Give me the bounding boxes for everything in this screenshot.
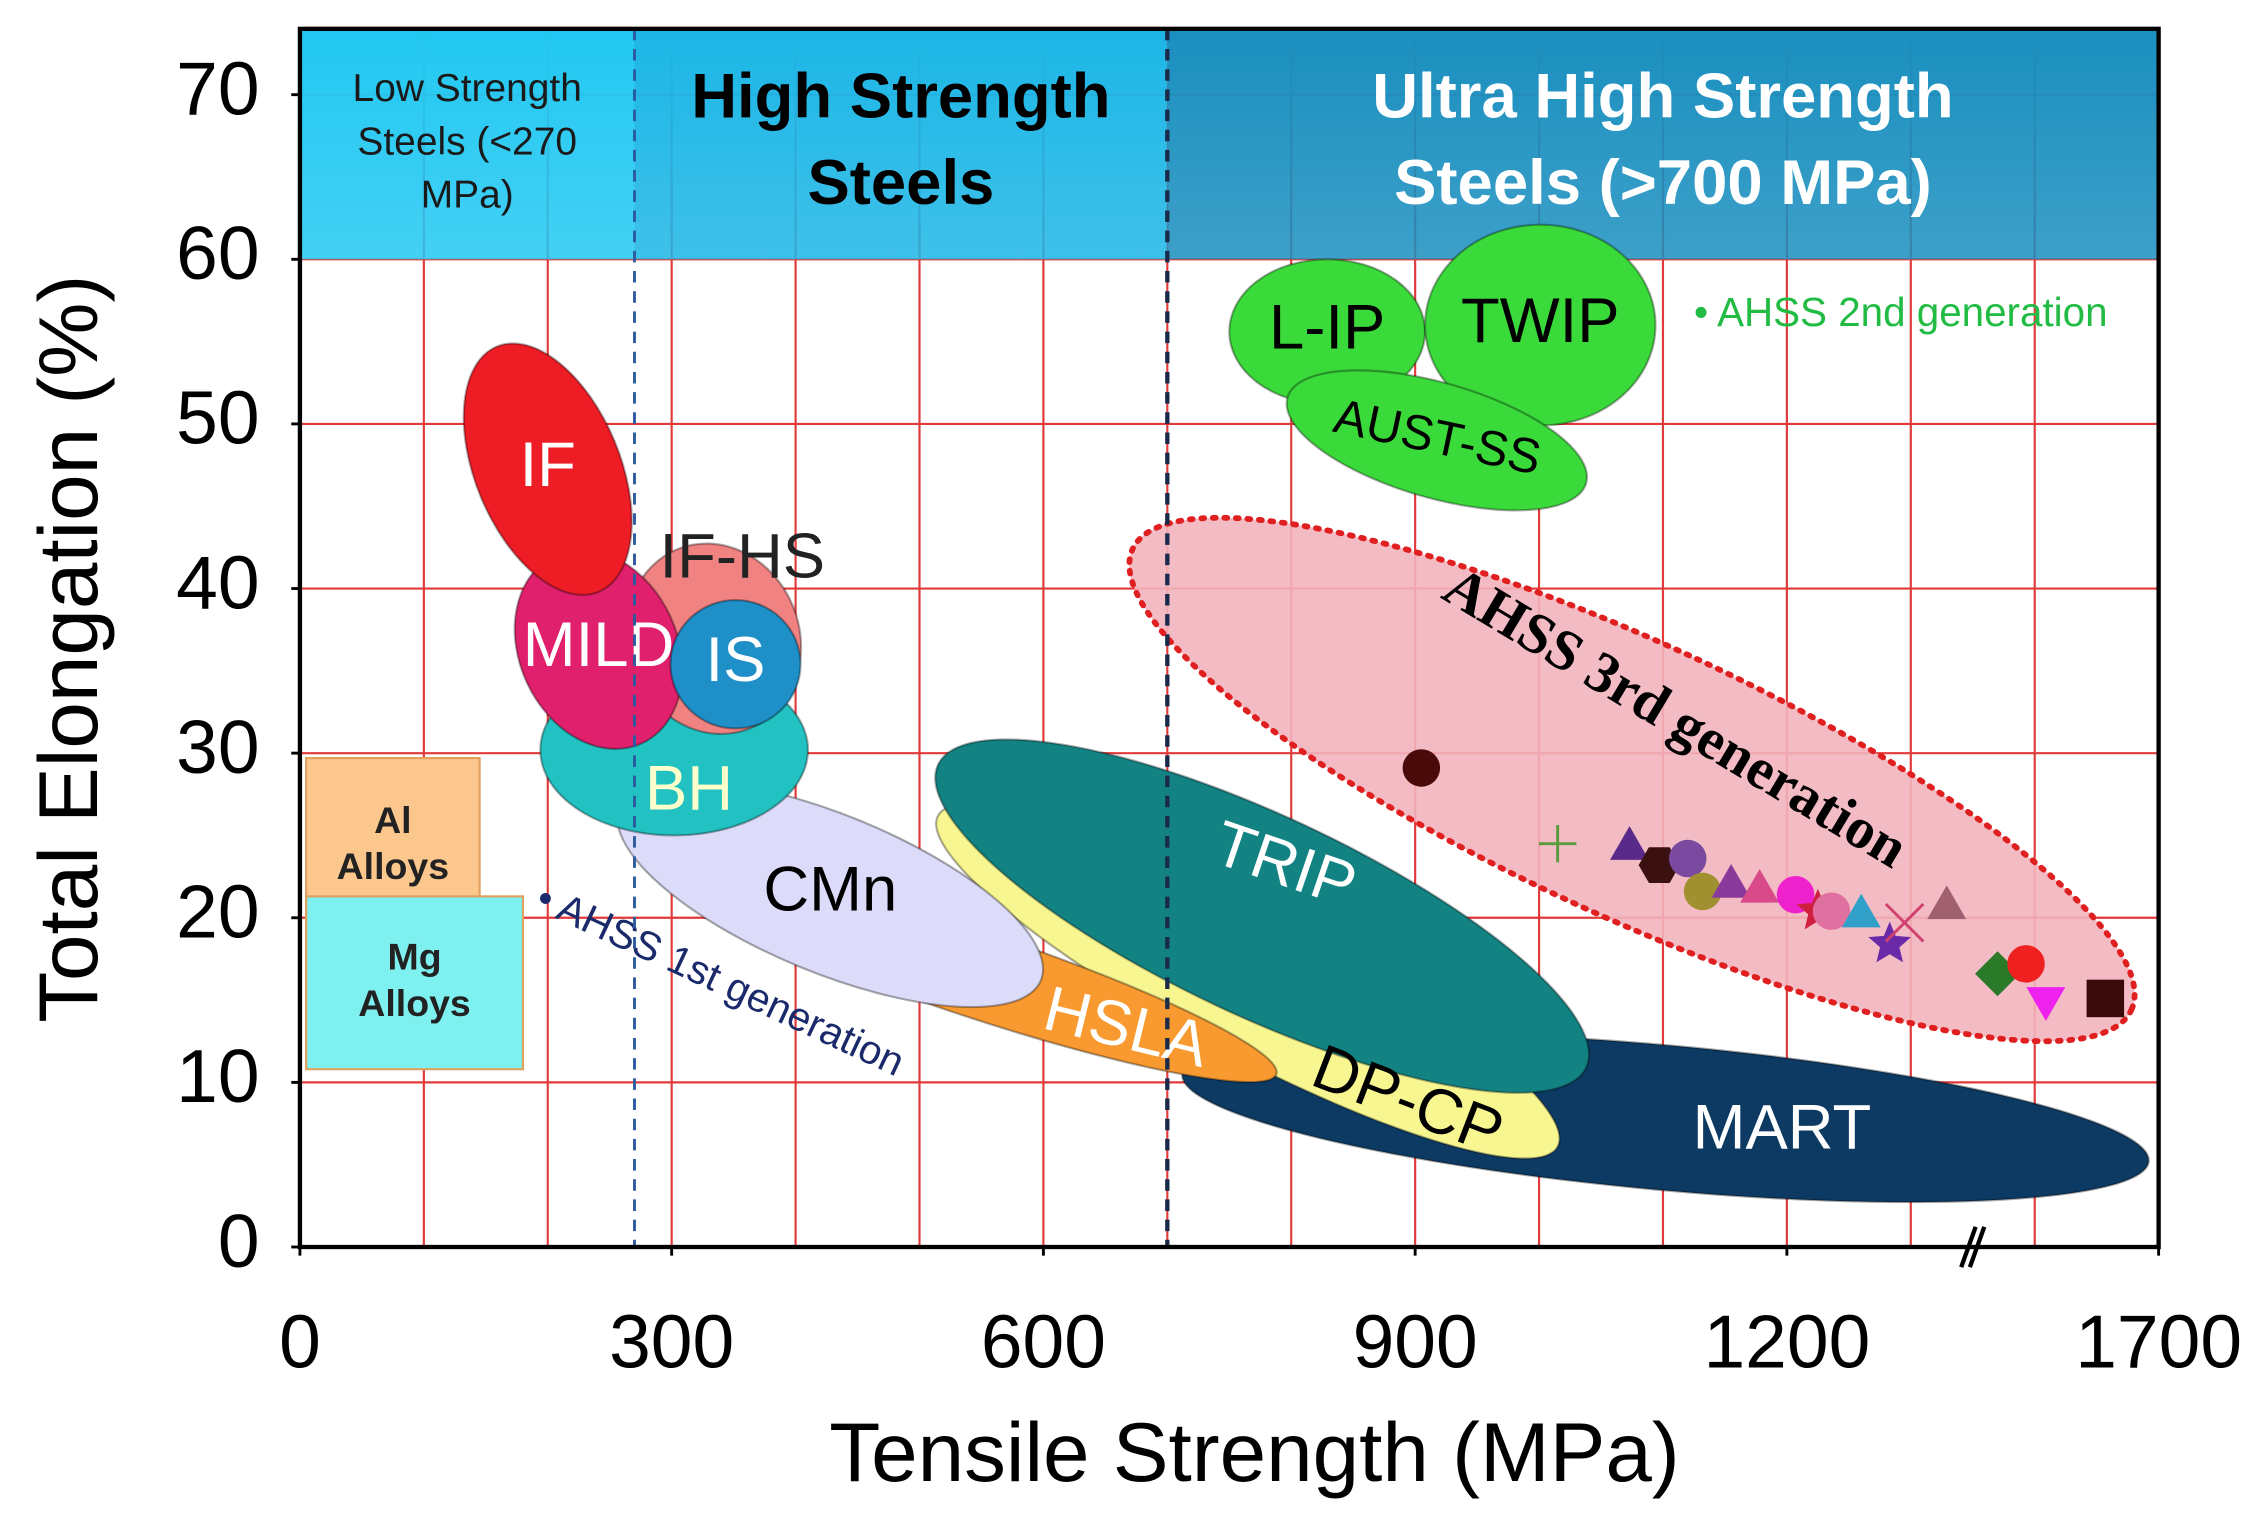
marker — [1841, 893, 1881, 928]
steel-region — [1285, 369, 1589, 512]
x-tick-label: 0 — [279, 1300, 321, 1384]
region-label: IS — [706, 625, 766, 695]
header-band — [1167, 28, 2159, 260]
header-text: Steels (<270 — [357, 120, 577, 163]
y-tick-label: 20 — [176, 870, 259, 954]
marker — [2086, 979, 2125, 1018]
steel-region — [669, 598, 802, 730]
alloy-label: Mg — [387, 936, 441, 978]
axis-break — [1959, 1226, 1987, 1268]
header-text: Ultra High Strength — [1372, 62, 1953, 132]
marker — [1711, 863, 1751, 898]
x-tick-label: 1700 — [2075, 1300, 2242, 1384]
marker — [1884, 902, 1925, 943]
marker — [2007, 945, 2045, 983]
alloy-box — [305, 895, 525, 1071]
y-tick-label: 50 — [176, 376, 259, 460]
alloy-label: Alloys — [358, 982, 470, 1024]
marker — [1610, 826, 1649, 860]
y-tick-label: 10 — [176, 1034, 259, 1118]
marker — [1683, 872, 1722, 911]
x-tick-label: 900 — [1353, 1300, 1478, 1384]
marker — [2026, 987, 2066, 1021]
header-text: Low Strength — [353, 67, 582, 110]
steel-region — [462, 342, 633, 596]
header-text: High Strength — [691, 62, 1110, 132]
steel-region — [934, 738, 1591, 1094]
x-tick-label: 1200 — [1703, 1300, 1870, 1384]
x-axis-title: Tensile Strength (MPa) — [829, 1405, 1679, 1499]
region-label: IF — [520, 430, 576, 500]
y-tick-label: 40 — [176, 540, 259, 624]
region-label: IF-HS — [659, 521, 825, 591]
header-text: Steels (>700 MPa) — [1394, 148, 1932, 218]
header-band — [299, 28, 635, 260]
y-tick-label: 60 — [176, 211, 259, 295]
header-text: Steels — [807, 148, 994, 218]
region-label: L-IP — [1269, 292, 1385, 362]
marker — [1812, 892, 1851, 930]
marker — [1740, 868, 1780, 903]
region-label: MART — [1693, 1093, 1872, 1163]
plot-frame — [297, 26, 2161, 1250]
header-band — [634, 28, 1168, 260]
x-tick-label: 600 — [981, 1300, 1106, 1384]
marker — [1402, 749, 1441, 787]
alloy-label: Al — [374, 799, 411, 841]
y-tick-label: 70 — [176, 46, 259, 130]
x-tick-label: 300 — [609, 1300, 734, 1384]
annotation: • AHSS 2nd generation — [1694, 289, 2108, 335]
header-text: MPa) — [421, 174, 514, 217]
region-label: TWIP — [1461, 286, 1620, 356]
alloy-label: Alloys — [337, 845, 449, 887]
third-gen-zone — [1126, 514, 2138, 1045]
y-tick-label: 30 — [176, 705, 259, 789]
marker — [1927, 885, 1967, 920]
y-axis-title: Total Elongation (%) — [21, 275, 115, 1023]
region-label: BH — [645, 753, 733, 823]
region-label: MILD — [523, 610, 675, 680]
marker — [1868, 921, 1912, 963]
marker — [1669, 839, 1707, 878]
marker — [1538, 824, 1577, 863]
region-label: CMn — [763, 855, 897, 925]
y-tick-label: 0 — [218, 1199, 260, 1283]
